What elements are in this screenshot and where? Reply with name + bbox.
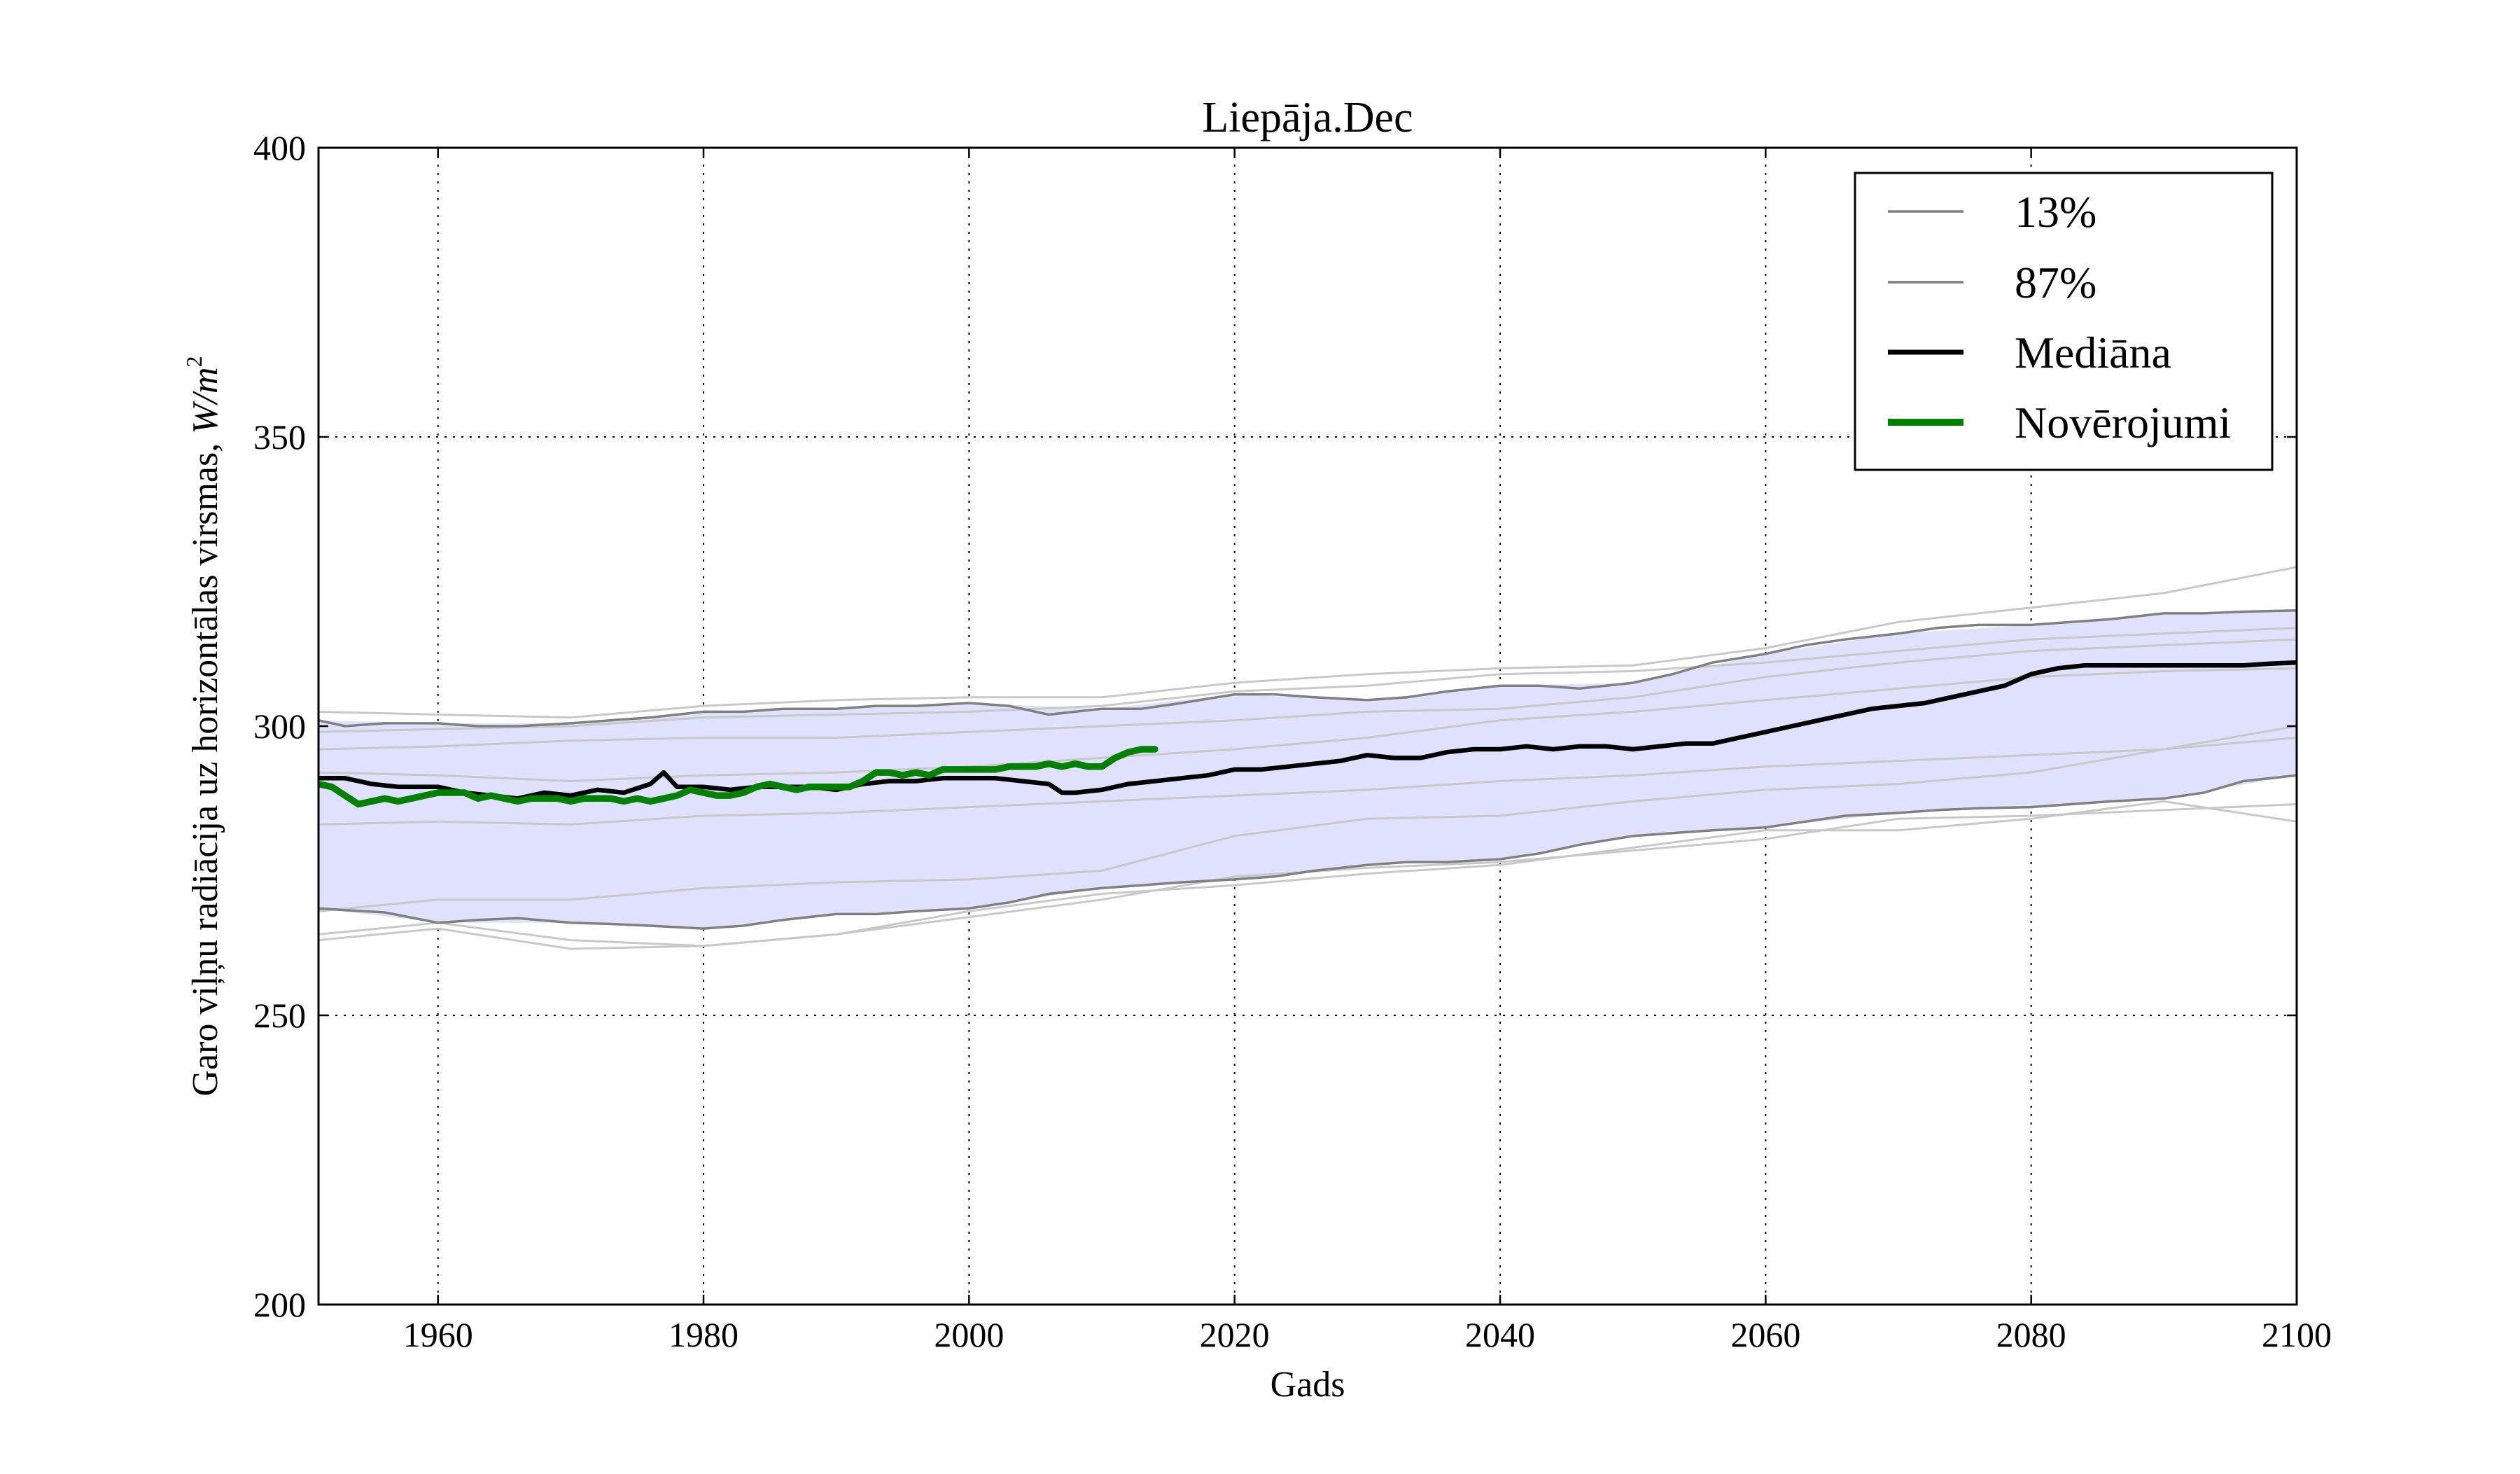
y-axis-label-unit: W/m	[186, 367, 225, 433]
y-tick-label-200: 200	[253, 1285, 306, 1324]
y-tick-label-350: 350	[253, 417, 306, 457]
y-axis-label-text: Garo viļņu radiācija uz horizontālas vir…	[186, 434, 225, 1097]
percentile-13-line	[318, 774, 2297, 930]
legend-label-87: 87%	[2015, 258, 2096, 307]
ensemble-member-line-6	[318, 638, 2297, 751]
x-tick-label-2060: 2060	[1730, 1315, 1800, 1354]
x-tick-label-2100: 2100	[2262, 1315, 2332, 1354]
y-axis-label: Garo viļņu radiācija uz horizontālas vir…	[181, 356, 225, 1096]
ensemble-member-line-5	[318, 667, 2297, 782]
ensemble-member-line-4	[318, 737, 2297, 826]
legend-label-13: 13%	[2015, 187, 2096, 237]
x-axis-label: Gads	[1270, 1365, 1345, 1405]
chart-title: Liepāja.Dec	[1202, 94, 1413, 141]
y-tick-label-300: 300	[253, 707, 306, 746]
ticks: 1960 1980 2000 2020 2040 2060 2080 2100 200 250 30…	[253, 128, 2332, 1354]
x-tick-label-1980: 1980	[668, 1315, 738, 1354]
observations-line	[318, 746, 1158, 808]
legend-label-median: Mediāna	[2015, 328, 2171, 377]
legend-label-observations: Novērojumi	[2015, 398, 2231, 447]
ensemble-member-line-2	[318, 800, 2297, 947]
ensemble-member-line-3	[318, 725, 2297, 912]
y-axis-label-unit-exponent: 2	[181, 356, 206, 367]
y-tick-label-400: 400	[253, 128, 306, 167]
ensemble-member-line-8	[318, 566, 2297, 719]
x-tick-label-2080: 2080	[1996, 1315, 2066, 1354]
median-line	[318, 660, 2297, 801]
percentile-87-line	[318, 609, 2297, 728]
ensemble-member-line-7	[318, 627, 2297, 733]
x-tick-label-1960: 1960	[403, 1315, 473, 1354]
x-tick-label-2040: 2040	[1465, 1315, 1535, 1354]
legend: 13% 87% Mediāna Novērojumi	[1854, 172, 2274, 471]
percentile-band	[318, 610, 2297, 929]
x-tick-label-2000: 2000	[934, 1315, 1004, 1354]
x-tick-label-2020: 2020	[1200, 1315, 1270, 1354]
y-tick-label-250: 250	[253, 996, 306, 1035]
data-layer	[318, 566, 2297, 950]
